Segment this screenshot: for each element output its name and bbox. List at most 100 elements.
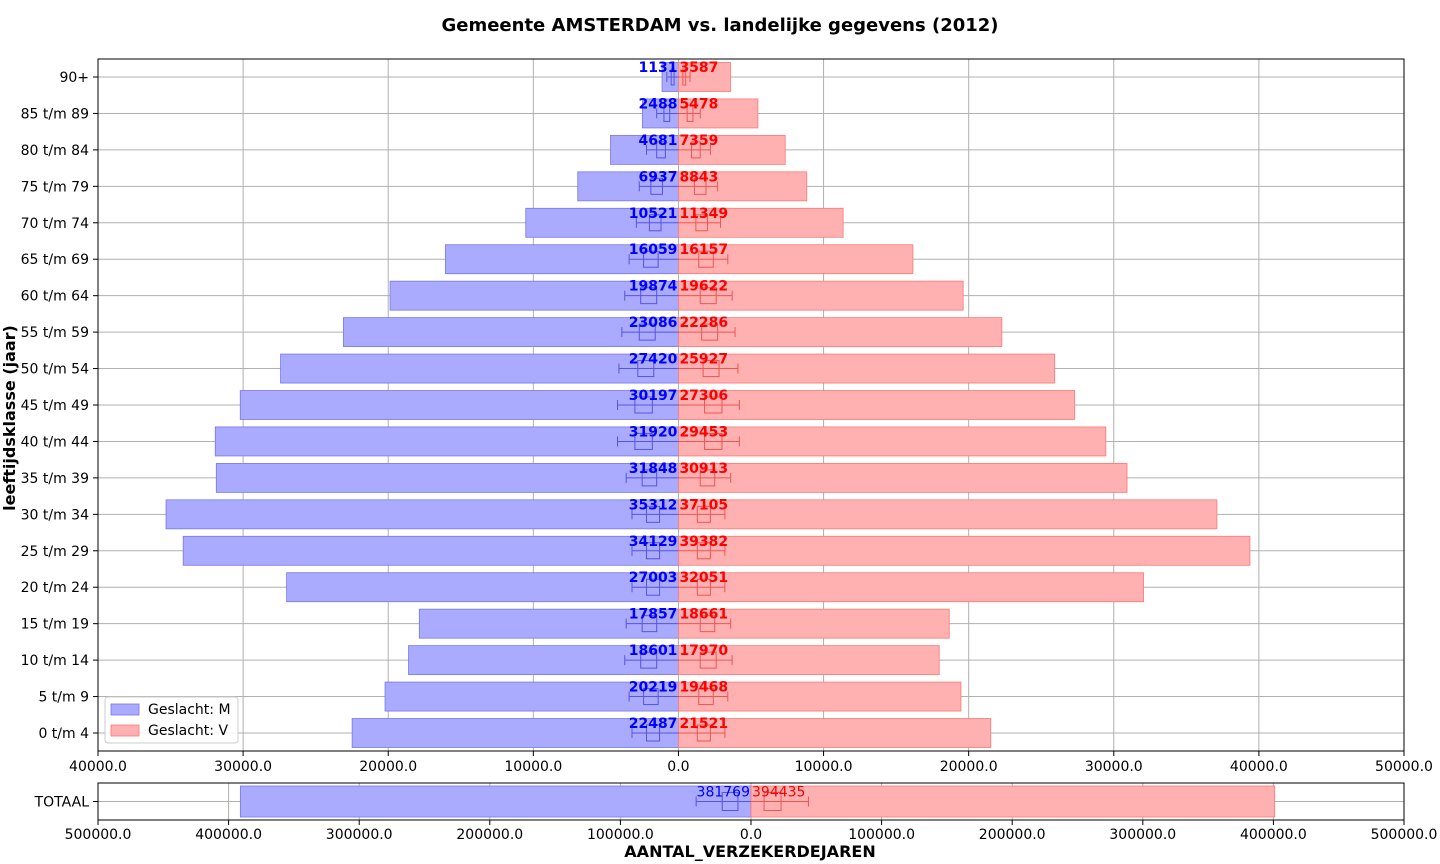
legend-swatch-m <box>110 703 140 716</box>
national-box-m-box <box>643 688 659 706</box>
national-box-m-box <box>641 615 658 633</box>
national-box-v-box <box>695 214 708 232</box>
x-tick-label: 40000.0 <box>69 759 127 775</box>
bar-label-v: 21521 <box>679 716 728 732</box>
x-axis-label: AANTAL_VERZEKERDEJAREN <box>624 842 875 861</box>
national-box-v-box <box>699 651 717 669</box>
bar-label-v: 11349 <box>679 206 728 222</box>
national-box-m-box <box>634 432 653 450</box>
x-tick-label: 30000.0 <box>214 759 272 775</box>
national-box-v-box <box>699 469 716 487</box>
main-plot-frame <box>97 58 1405 752</box>
bar-label-v: 19622 <box>679 279 728 295</box>
national-box-v-box <box>682 68 687 86</box>
y-tick-label: 70 t/m 74 <box>21 216 89 232</box>
x-tick-label: 20000.0 <box>940 759 998 775</box>
y-tick-label: 80 t/m 84 <box>21 143 89 159</box>
bar-label-m: 22487 <box>629 716 678 732</box>
bar-label-v: 16157 <box>679 242 728 258</box>
national-box-m-box <box>640 651 658 669</box>
total-x-tick-label: 0.0 <box>740 827 762 843</box>
bar-v <box>678 572 1144 603</box>
y-tick-label: 40 t/m 44 <box>21 434 89 450</box>
national-box-m-box <box>638 323 656 341</box>
national-box-m-box <box>646 542 661 560</box>
bar-label-v: 39382 <box>679 534 728 550</box>
bar-label-v: 17970 <box>679 643 728 659</box>
bar-label-v: 18661 <box>679 607 728 623</box>
national-box-v-box <box>696 542 711 560</box>
bar-label-v: 32051 <box>679 570 728 586</box>
bar-label-m: 27003 <box>629 570 678 586</box>
national-box-m-box <box>646 578 661 596</box>
x-tick-label: 20000.0 <box>359 759 417 775</box>
chart-title: Gemeente AMSTERDAM vs. landelijke gegeve… <box>441 15 998 36</box>
bar-label-m: 6937 <box>638 169 677 185</box>
x-tick-label: 30000.0 <box>1085 759 1143 775</box>
national-box-m-box <box>648 214 662 232</box>
national-box-v-box <box>702 360 720 378</box>
total-x-tick-label: 500000.0 <box>1371 827 1438 843</box>
legend-label-v: Geslacht: V <box>148 723 228 739</box>
y-tick-label: 60 t/m 64 <box>21 289 89 305</box>
x-tick-label: 10000.0 <box>795 759 853 775</box>
bar-label-v: 27306 <box>679 388 728 404</box>
national-box-v-box <box>698 250 714 268</box>
bar-label-v: 19468 <box>679 680 728 696</box>
total-x-tick-label: 300000.0 <box>326 827 393 843</box>
national-box-v-box <box>698 688 714 706</box>
bar-label-v: 29453 <box>679 424 728 440</box>
bar-m <box>286 572 679 603</box>
bar-label-v: 22286 <box>679 315 728 331</box>
national-box-m-box <box>637 360 655 378</box>
bar-m <box>239 390 679 420</box>
y-tick-label: 10 t/m 14 <box>21 653 89 669</box>
total-plot-frame <box>97 782 1405 821</box>
main-plot-area: 40000.0 30000.0 20000.0 10000.0 0.0 10000.0 20… <box>21 58 1433 775</box>
national-box-v-box <box>704 396 723 414</box>
x-tick-label: 50000.0 <box>1375 759 1433 775</box>
y-tick-label: 30 t/m 34 <box>21 507 89 523</box>
y-axis-label: leeftijdsklasse (jaar) <box>0 325 19 511</box>
bar-v <box>678 499 1218 530</box>
total-y-tick-label: TOTAAL <box>34 795 90 811</box>
bar-label-m: 17857 <box>629 607 678 623</box>
total-national-box-m-box <box>721 792 739 811</box>
y-tick-label: 55 t/m 59 <box>21 325 89 341</box>
bar-v <box>678 426 1107 457</box>
national-box-v-box <box>696 724 711 742</box>
bar-label-m: 23086 <box>629 315 678 331</box>
national-box-v-box <box>696 505 711 523</box>
y-tick-label: 25 t/m 29 <box>21 544 89 560</box>
total-x-tick-label: 200000.0 <box>456 827 523 843</box>
bar-label-m: 1131 <box>638 60 677 76</box>
bar-label-m: 35312 <box>629 497 678 513</box>
national-box-v-box <box>696 578 711 596</box>
bar-label-m: 27420 <box>629 352 678 368</box>
bar-v <box>678 535 1251 566</box>
total-label-m: 381769 <box>697 785 750 801</box>
x-tick-label: 40000.0 <box>1230 759 1288 775</box>
national-box-v-box <box>701 323 719 341</box>
bar-m <box>215 462 679 493</box>
bar-label-m: 31848 <box>629 461 678 477</box>
total-x-tick-label: 400000.0 <box>1240 827 1307 843</box>
national-box-m-box <box>643 250 659 268</box>
national-box-v-box <box>693 177 707 195</box>
legend: Geslacht: M Geslacht: V <box>104 696 239 744</box>
total-bar-v <box>750 785 1276 818</box>
bar-label-m: 10521 <box>629 206 678 222</box>
national-box-m-box <box>646 505 661 523</box>
y-tick-label: 45 t/m 49 <box>21 398 89 414</box>
bar-label-m: 18601 <box>629 643 678 659</box>
bar-v <box>678 353 1056 384</box>
y-tick-label: 5 t/m 9 <box>38 690 89 706</box>
national-box-m-box <box>670 68 675 86</box>
total-x-tick-label: 100000.0 <box>587 827 654 843</box>
total-x-tick-label: 200000.0 <box>979 827 1046 843</box>
y-tick-label: 65 t/m 69 <box>21 252 89 268</box>
national-box-m-box <box>646 724 661 742</box>
total-x-tick-label: 500000.0 <box>65 827 132 843</box>
national-box-v-box <box>704 432 723 450</box>
